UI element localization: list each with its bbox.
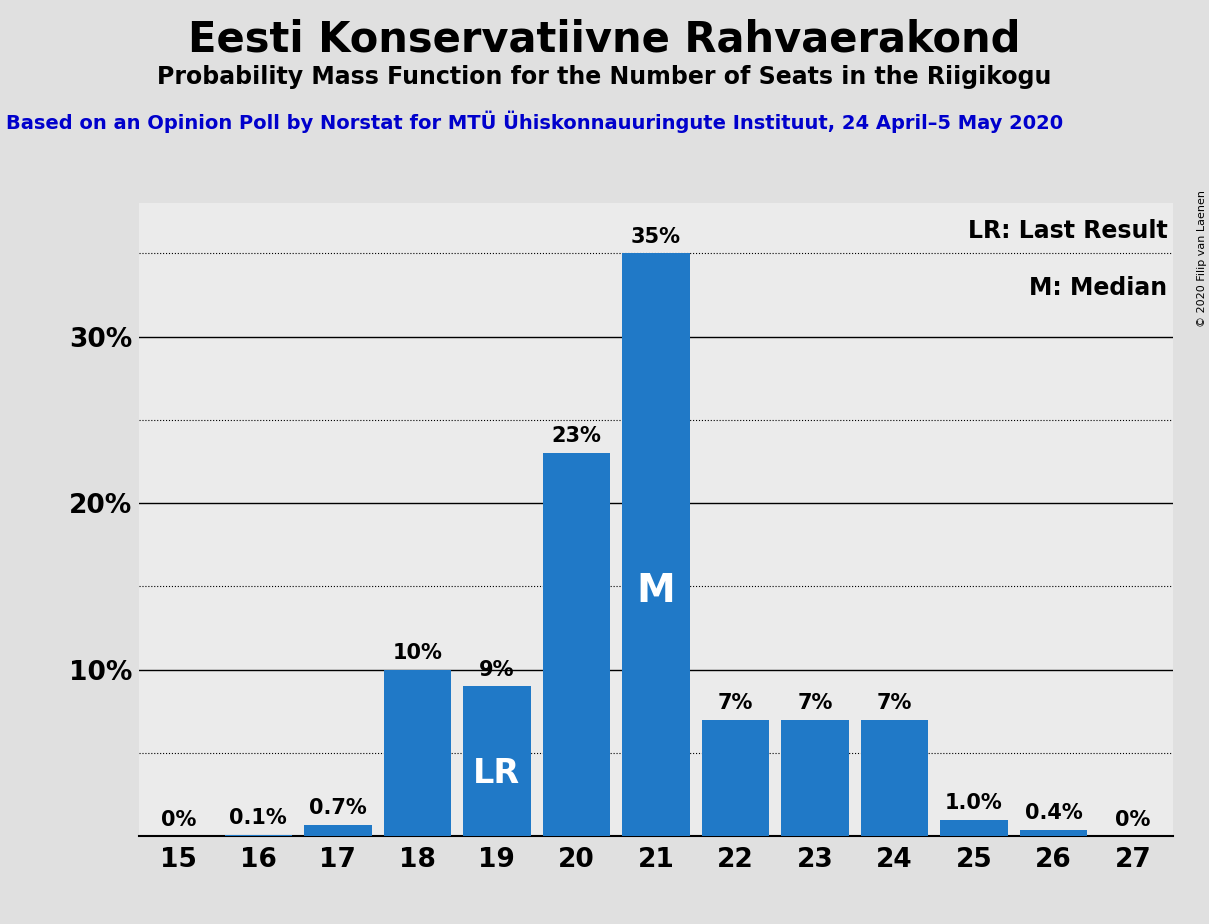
Text: Eesti Konservatiivne Rahvaerakond: Eesti Konservatiivne Rahvaerakond bbox=[189, 18, 1020, 60]
Text: Probability Mass Function for the Number of Seats in the Riigikogu: Probability Mass Function for the Number… bbox=[157, 65, 1052, 89]
Text: 0.7%: 0.7% bbox=[310, 798, 366, 818]
Text: 0.1%: 0.1% bbox=[230, 808, 288, 828]
Bar bbox=[941, 820, 1008, 836]
Text: 7%: 7% bbox=[797, 693, 833, 713]
Bar bbox=[543, 453, 611, 836]
Text: Based on an Opinion Poll by Norstat for MTÜ Ühiskonnauuringute Instituut, 24 Apr: Based on an Opinion Poll by Norstat for … bbox=[6, 111, 1063, 133]
Text: 7%: 7% bbox=[718, 693, 753, 713]
Text: 0%: 0% bbox=[161, 809, 197, 830]
Text: © 2020 Filip van Laenen: © 2020 Filip van Laenen bbox=[1197, 190, 1207, 327]
Text: 0.4%: 0.4% bbox=[1024, 803, 1082, 823]
Text: 35%: 35% bbox=[631, 226, 681, 247]
Text: 7%: 7% bbox=[877, 693, 912, 713]
Bar bbox=[861, 720, 929, 836]
Bar bbox=[701, 720, 769, 836]
Text: 10%: 10% bbox=[393, 643, 442, 663]
Text: 23%: 23% bbox=[551, 427, 601, 446]
Text: LR: LR bbox=[473, 757, 520, 790]
Bar bbox=[383, 670, 451, 836]
Bar bbox=[463, 687, 531, 836]
Bar bbox=[1019, 830, 1087, 836]
Bar bbox=[225, 834, 293, 836]
Bar bbox=[781, 720, 849, 836]
Bar bbox=[303, 824, 371, 836]
Text: 0%: 0% bbox=[1115, 809, 1151, 830]
Text: M: Median: M: Median bbox=[1029, 276, 1168, 300]
Bar bbox=[623, 253, 689, 836]
Text: 9%: 9% bbox=[479, 660, 515, 680]
Text: M: M bbox=[636, 572, 676, 611]
Text: LR: Last Result: LR: Last Result bbox=[968, 219, 1168, 243]
Text: 1.0%: 1.0% bbox=[945, 793, 1002, 813]
